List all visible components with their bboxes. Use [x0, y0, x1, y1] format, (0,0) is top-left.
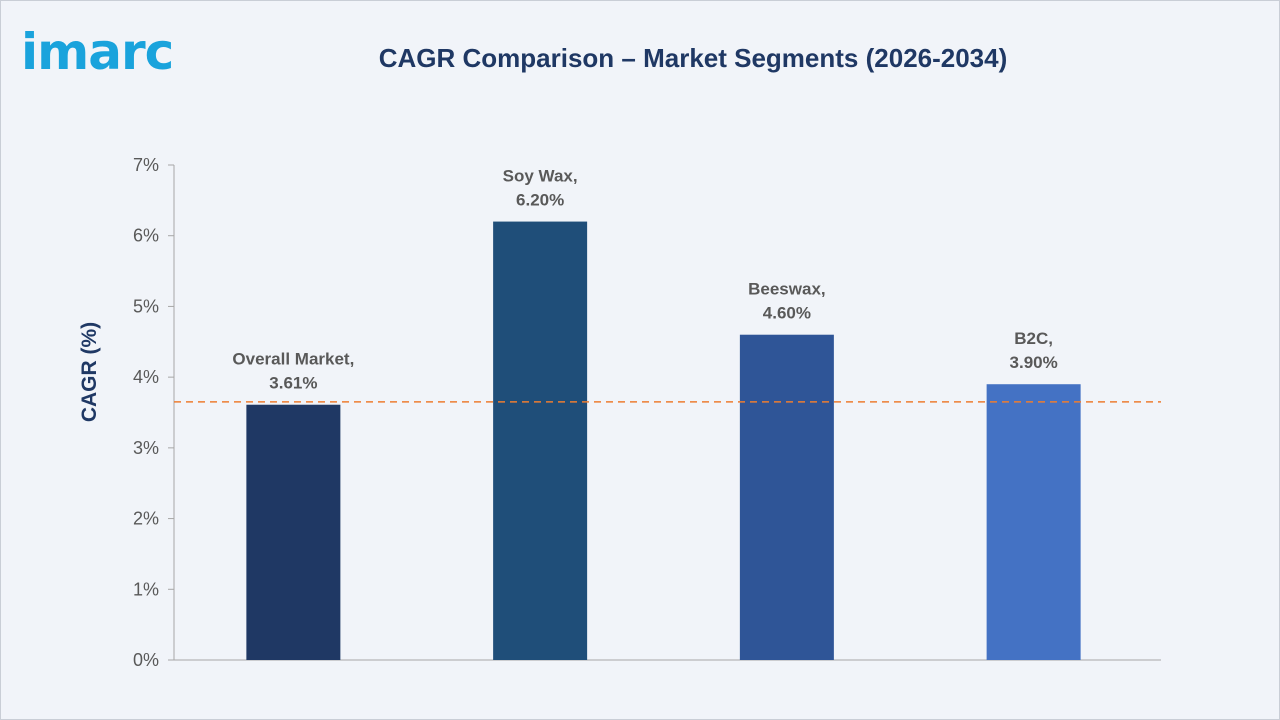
data-label: 3.61% [269, 374, 317, 393]
bars [246, 221, 1081, 661]
data-label: 4.60% [763, 304, 811, 323]
data-label: 3.90% [1010, 353, 1058, 372]
bar-1 [246, 404, 341, 660]
y-tick-label: 5% [133, 296, 159, 316]
data-label: Overall Market, [232, 350, 354, 369]
data-label: 6.20% [516, 191, 564, 210]
data-labels: Overall Market, 3.61% Soy Wax, 6.20% Beeswax… [232, 167, 1057, 393]
y-tick-label: 6% [133, 226, 159, 246]
y-tick-label: 3% [133, 438, 159, 458]
y-tick-label: 1% [133, 579, 159, 599]
y-axis-ticks: 0% 1% 2% 3% 4% 5% 6% 7% [133, 155, 174, 670]
imarc-logo: imarc [21, 23, 174, 81]
chart-title: CAGR Comparison – Market Segments (2026-… [378, 43, 1008, 73]
data-label: Soy Wax, [503, 167, 578, 186]
bar-4 [986, 384, 1081, 660]
y-tick-label: 2% [133, 509, 159, 529]
y-axis-label: CAGR (%) [78, 322, 101, 422]
y-tick-label: 7% [133, 155, 159, 175]
y-tick-label: 0% [133, 650, 159, 670]
data-label: Beeswax, [748, 280, 826, 299]
y-tick-label: 4% [133, 367, 159, 387]
bar-3 [739, 334, 834, 660]
data-label: B2C, [1014, 329, 1053, 348]
bar-2 [493, 221, 588, 661]
